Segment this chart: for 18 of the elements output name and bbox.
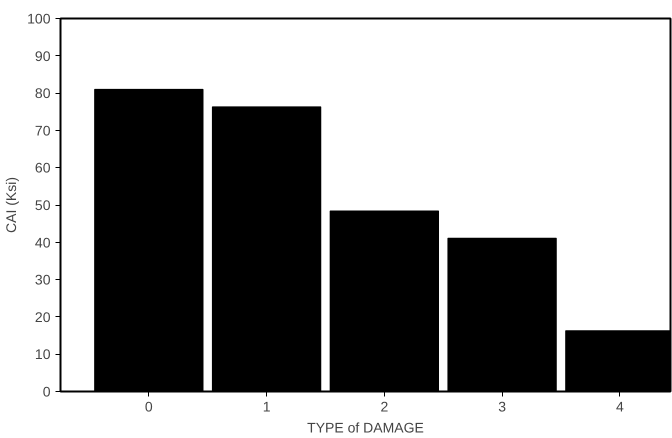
y-tick-label: 10 [34,346,51,362]
y-tick-label: 40 [34,234,51,250]
y-tick-label: 100 [27,10,51,26]
x-tick-label: 4 [616,398,624,414]
y-tick-label: 30 [34,272,51,288]
x-tick-label: 3 [498,398,506,414]
y-tick-label: 80 [34,85,51,102]
x-tick-label: 0 [144,398,153,414]
y-tick-label: 70 [34,122,51,138]
x-tick-label: 2 [380,398,388,414]
y-tick-label: 20 [34,308,51,325]
y-tick-label: 60 [34,160,51,176]
y-tick-label: 90 [34,48,51,64]
x-axis-title: TYPE of DAMAGE [307,420,424,436]
y-axis-title: CAI (Ksi) [3,177,20,233]
x-tick-label: 1 [262,398,271,414]
y-tick-label: 50 [34,197,51,213]
y-tick-label: 0 [42,384,51,400]
